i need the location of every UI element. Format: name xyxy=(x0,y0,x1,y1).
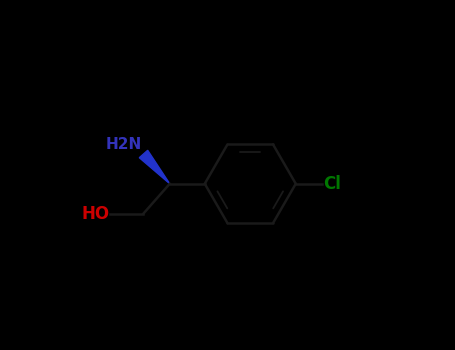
Polygon shape xyxy=(139,150,170,184)
Text: HO: HO xyxy=(81,204,110,223)
Text: H2N: H2N xyxy=(106,137,142,152)
Text: Cl: Cl xyxy=(323,175,341,193)
